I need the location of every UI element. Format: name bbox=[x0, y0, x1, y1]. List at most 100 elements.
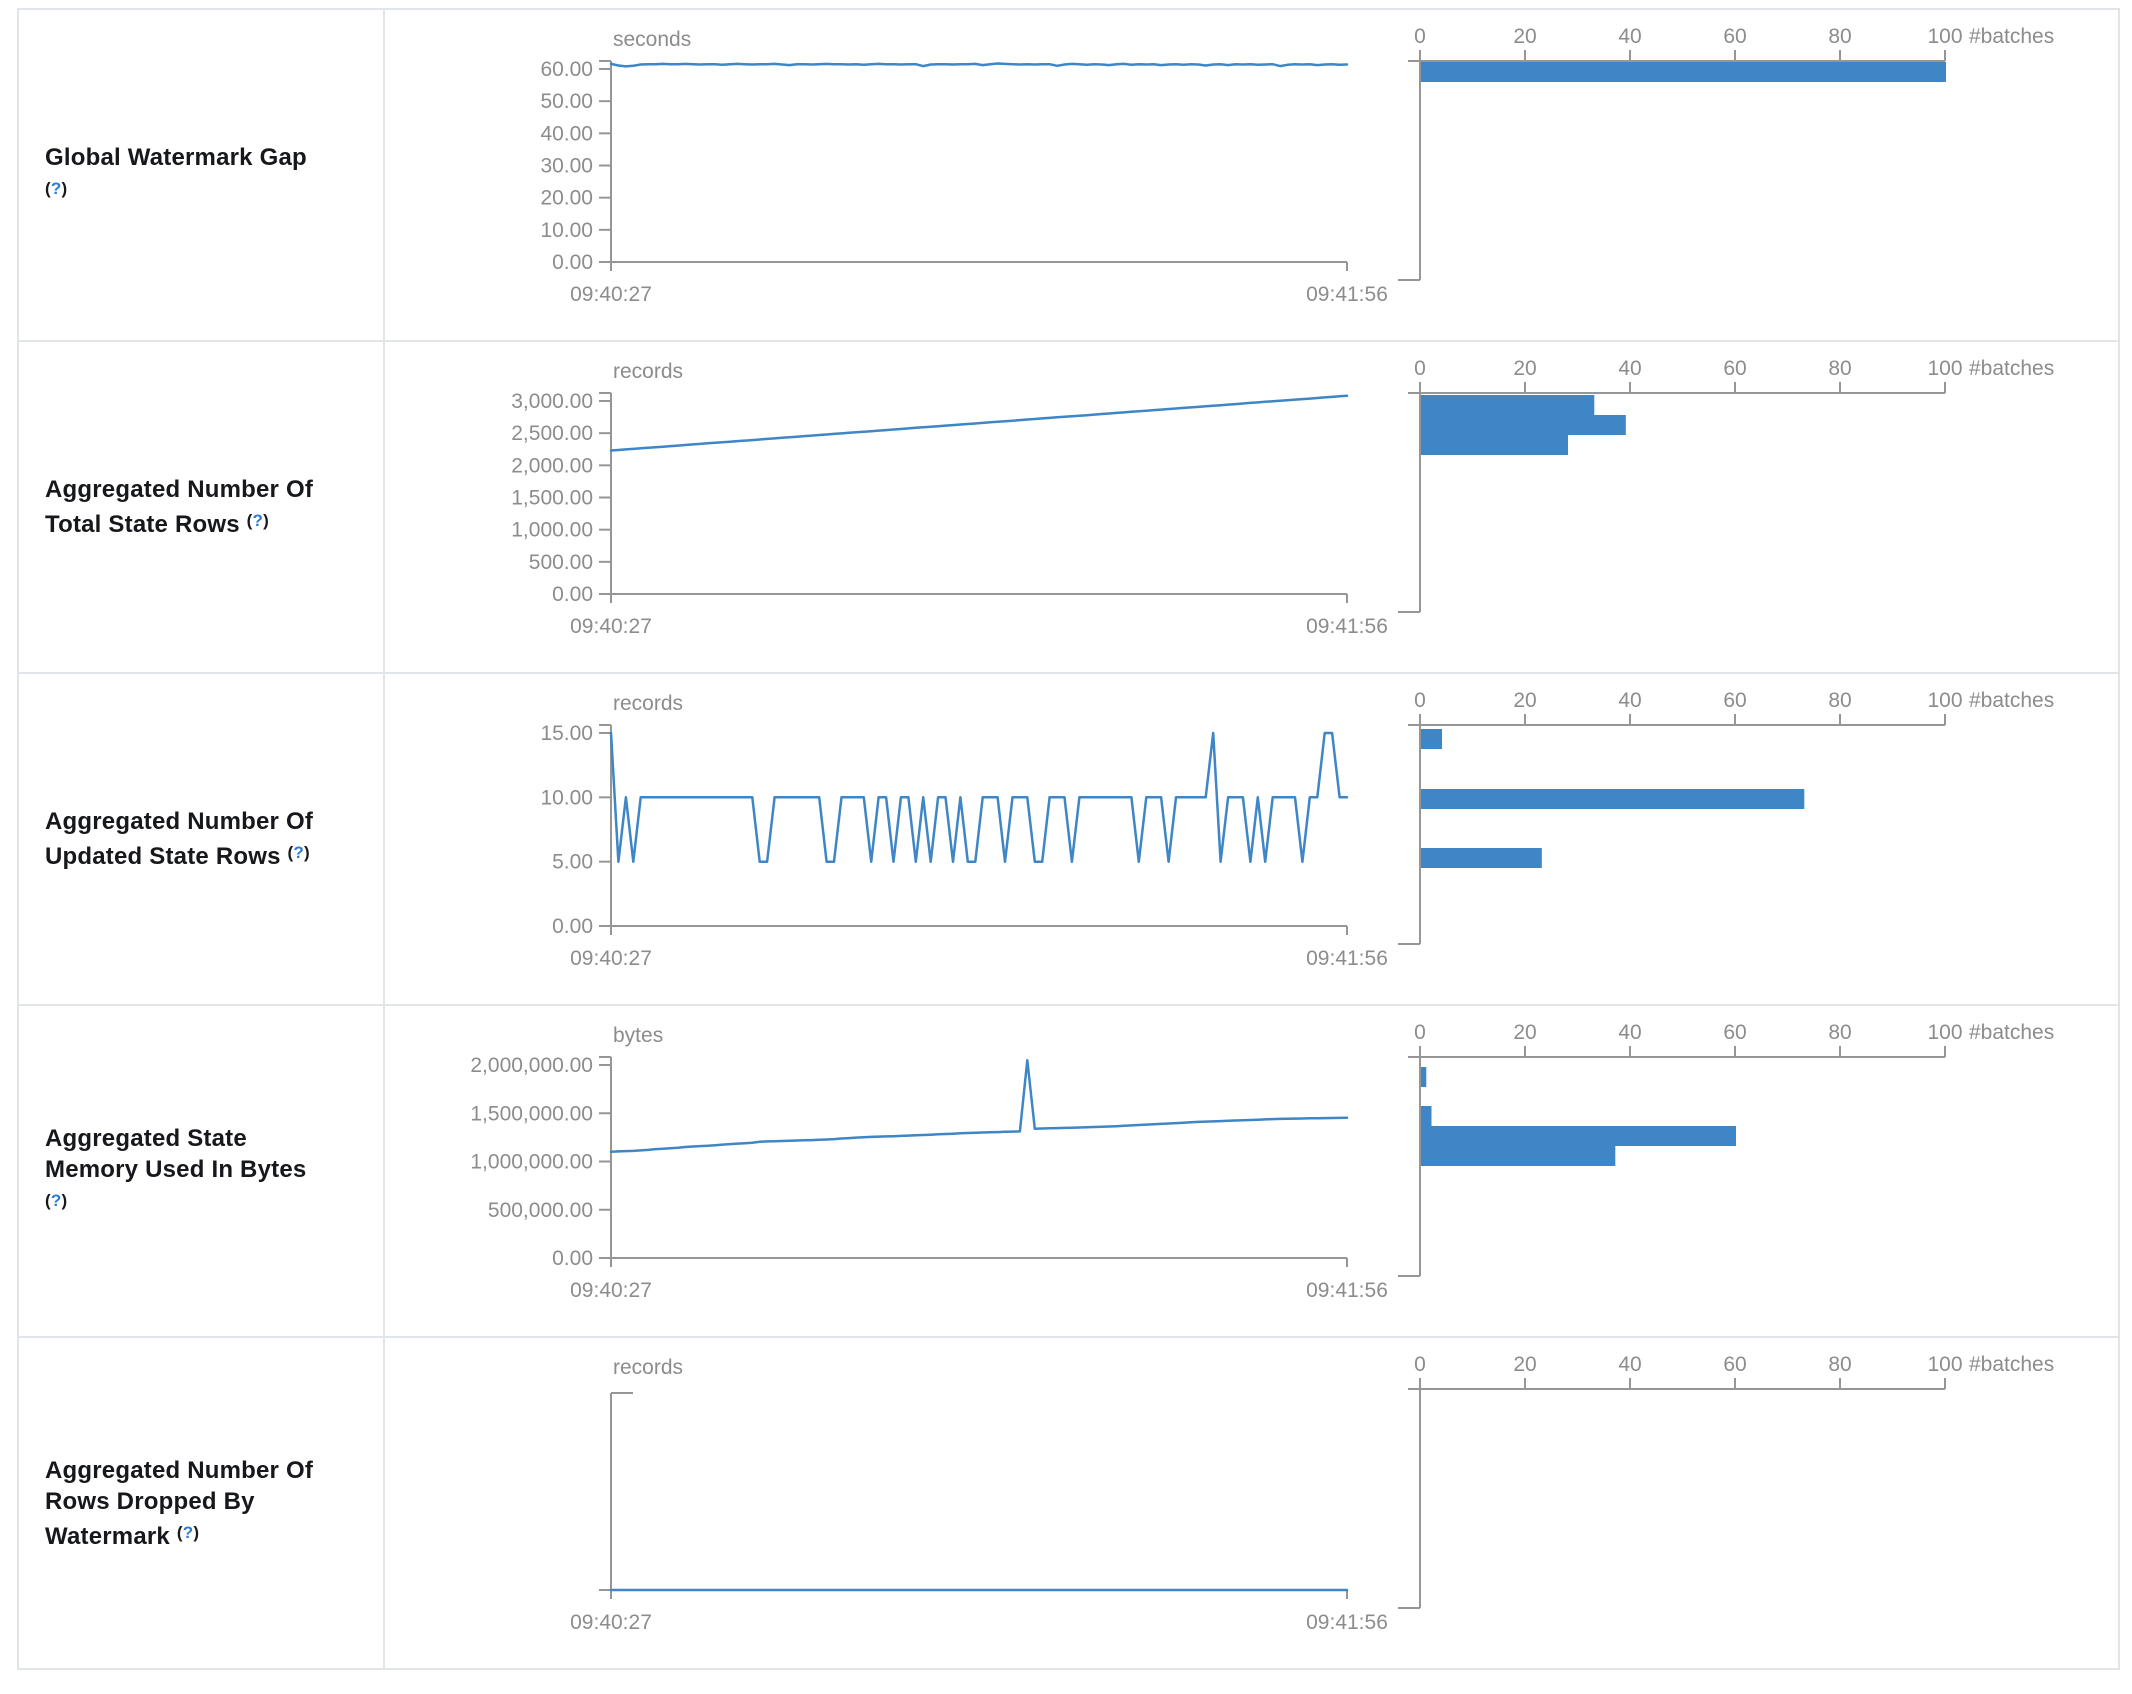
hist-tick-label: 60 bbox=[1723, 25, 1746, 48]
timeline-series-line bbox=[609, 394, 1349, 452]
help-paren-open: ( bbox=[45, 1190, 51, 1210]
hist-tick-label: 60 bbox=[1723, 689, 1746, 712]
histogram-chart: 0 20 40 60 80 100 #batches bbox=[1398, 25, 2054, 281]
metric-title-line: (?) bbox=[45, 1185, 383, 1220]
hist-tick-label: 40 bbox=[1618, 25, 1641, 48]
hist-tick-label: 20 bbox=[1513, 357, 1536, 380]
histogram-bar bbox=[1421, 62, 1946, 82]
timeline-chart: records 09:40:27 09:41:56 bbox=[570, 1356, 1388, 1634]
timeline-chart: records 3,000.00 2,500.00 2,000.00 1,500.00 1… bbox=[511, 360, 1388, 638]
histogram-bar bbox=[1421, 1106, 1432, 1126]
histogram-bar bbox=[1421, 435, 1568, 455]
y-tick-label: 15.00 bbox=[540, 722, 593, 745]
hist-tick-label: 20 bbox=[1513, 1353, 1536, 1376]
y-tick-label: 30.00 bbox=[540, 155, 593, 178]
help-link[interactable]: (?) bbox=[247, 511, 269, 538]
hist-tick-label: 0 bbox=[1414, 1021, 1426, 1044]
metric-row-aggregated-state-memory-used: Aggregated State Memory Used In Bytes (?) b… bbox=[19, 1004, 2118, 1336]
y-tick-label: 0.00 bbox=[552, 583, 593, 606]
metric-charts-aggregated-rows-dropped-by-watermark: records 09:40:27 09:41:56 0 20 40 60 80 100 #batc… bbox=[570, 1353, 2054, 1634]
y-tick-label: 3,000.00 bbox=[511, 390, 593, 413]
histogram-bar bbox=[1421, 415, 1626, 435]
unit-title: records bbox=[613, 1356, 683, 1379]
histogram-chart: 0 20 40 60 80 100 #batches bbox=[1398, 1021, 2054, 1277]
y-tick-label: 0.00 bbox=[552, 915, 593, 938]
metric-title-line: Aggregated Number Of bbox=[45, 808, 314, 835]
y-tick-label: 5.00 bbox=[552, 851, 593, 874]
metric-label-aggregated-state-memory-used: Aggregated State Memory Used In Bytes (?) bbox=[19, 1006, 385, 1336]
metric-row-aggregated-total-state-rows: Aggregated Number Of Total State Rows (?)… bbox=[19, 340, 2118, 672]
metric-title-line: Watermark (?) bbox=[45, 1522, 200, 1550]
timeline-series-line bbox=[609, 731, 1349, 863]
help-question-icon: ? bbox=[50, 1190, 62, 1210]
metric-title-line: Memory Used In Bytes bbox=[45, 1155, 307, 1183]
histogram-bar bbox=[1421, 1126, 1736, 1146]
metric-row-aggregated-rows-dropped-by-watermark: Aggregated Number Of Rows Dropped By Water… bbox=[19, 1336, 2118, 1668]
hist-tick-label: 100 bbox=[1927, 689, 1962, 712]
metric-charts-cell: records 15.00 10.00 5.00 0.00 09:40:27 09:41:5… bbox=[385, 674, 2118, 1004]
metric-label-global-watermark-gap: Global Watermark Gap (?) bbox=[19, 10, 385, 340]
x-start-time-label: 09:40:27 bbox=[570, 1611, 652, 1634]
x-end-time-label: 09:41:56 bbox=[1306, 947, 1388, 970]
histogram-chart: 0 20 40 60 80 100 #batches bbox=[1398, 357, 2054, 613]
histogram-bar bbox=[1421, 1067, 1427, 1087]
y-tick-label: 1,000,000.00 bbox=[470, 1151, 593, 1174]
help-paren-open: ( bbox=[176, 1522, 183, 1542]
help-paren-close: ) bbox=[61, 179, 68, 198]
unit-title: records bbox=[613, 360, 683, 383]
help-link[interactable]: (?) bbox=[288, 843, 310, 870]
metric-charts-aggregated-total-state-rows: records 3,000.00 2,500.00 2,000.00 1,500.00 1… bbox=[511, 357, 2054, 638]
metric-title-line: Global Watermark Gap bbox=[45, 144, 307, 171]
y-tick-label: 10.00 bbox=[540, 786, 593, 809]
metric-title-line: Aggregated Number Of bbox=[45, 476, 314, 503]
hist-tick-label: 100 bbox=[1927, 1353, 1962, 1376]
hist-tick-label: 80 bbox=[1828, 1353, 1851, 1376]
metric-title-line: Aggregated Number Of bbox=[45, 1456, 314, 1484]
help-paren-open: ( bbox=[246, 511, 253, 530]
hist-tick-label: 0 bbox=[1414, 1353, 1426, 1376]
y-tick-label: 50.00 bbox=[540, 90, 593, 113]
help-link[interactable]: (?) bbox=[45, 179, 67, 206]
y-tick-label: 1,500.00 bbox=[511, 487, 593, 510]
metric-charts-global-watermark-gap: seconds 60.00 50.00 40.00 30.00 20.00 10.00 0.0… bbox=[540, 25, 2054, 306]
x-end-time-label: 09:41:56 bbox=[1306, 1611, 1388, 1634]
metric-label-aggregated-updated-state-rows: Aggregated Number Of Updated State Rows (… bbox=[19, 674, 385, 1004]
metric-charts-cell: bytes 2,000,000.00 1,500,000.00 1,000,000.0… bbox=[385, 1006, 2118, 1336]
metric-title-line: Rows Dropped By bbox=[45, 1487, 255, 1515]
timeline-chart: seconds 60.00 50.00 40.00 30.00 20.00 10.00 0.0… bbox=[540, 28, 1387, 306]
hist-tick-label: 100 bbox=[1927, 1021, 1962, 1044]
hist-tick-label: 80 bbox=[1828, 357, 1851, 380]
hist-tick-label: 60 bbox=[1723, 357, 1746, 380]
x-start-time-label: 09:40:27 bbox=[570, 1279, 652, 1302]
x-end-time-label: 09:41:56 bbox=[1306, 1279, 1388, 1302]
hist-tick-label: 80 bbox=[1828, 1021, 1851, 1044]
hist-tick-label: 60 bbox=[1723, 1353, 1746, 1376]
y-tick-label: 1,000.00 bbox=[511, 519, 593, 542]
x-end-time-label: 09:41:56 bbox=[1306, 615, 1388, 638]
metric-charts-aggregated-state-memory-used: bytes 2,000,000.00 1,500,000.00 1,000,000.0… bbox=[470, 1021, 2054, 1302]
hist-tick-label: 40 bbox=[1618, 357, 1641, 380]
metric-label-aggregated-rows-dropped-by-watermark: Aggregated Number Of Rows Dropped By Water… bbox=[19, 1338, 385, 1668]
hist-tick-label: 100 bbox=[1927, 357, 1962, 380]
hist-tick-label: 100 bbox=[1927, 25, 1962, 48]
unit-title: records bbox=[613, 692, 683, 715]
metric-row-aggregated-updated-state-rows: Aggregated Number Of Updated State Rows (… bbox=[19, 672, 2118, 1004]
y-tick-label: 500.00 bbox=[529, 551, 593, 574]
help-link[interactable]: (?) bbox=[45, 1191, 67, 1218]
x-start-time-label: 09:40:27 bbox=[570, 283, 652, 306]
histogram-bar bbox=[1421, 729, 1442, 749]
timeline-series-line bbox=[609, 1058, 1349, 1154]
hist-tick-label: 40 bbox=[1618, 1353, 1641, 1376]
metric-charts-cell: seconds 60.00 50.00 40.00 30.00 20.00 10.00 0.0… bbox=[385, 10, 2118, 340]
histogram-bar bbox=[1421, 395, 1595, 415]
histogram-chart: 0 20 40 60 80 100 #batches bbox=[1398, 689, 2054, 945]
metric-row-global-watermark-gap: Global Watermark Gap (?) seconds 60.00 50.00… bbox=[19, 10, 2118, 340]
batches-axis-label: #batches bbox=[1969, 1353, 2054, 1376]
hist-tick-label: 80 bbox=[1828, 689, 1851, 712]
hist-tick-label: 80 bbox=[1828, 25, 1851, 48]
unit-title: bytes bbox=[613, 1024, 663, 1047]
help-link[interactable]: (?) bbox=[177, 1523, 199, 1550]
help-paren-open: ( bbox=[287, 843, 294, 862]
timeline-chart: records 15.00 10.00 5.00 0.00 09:40:27 09:41:5… bbox=[540, 692, 1387, 970]
hist-tick-label: 0 bbox=[1414, 357, 1426, 380]
